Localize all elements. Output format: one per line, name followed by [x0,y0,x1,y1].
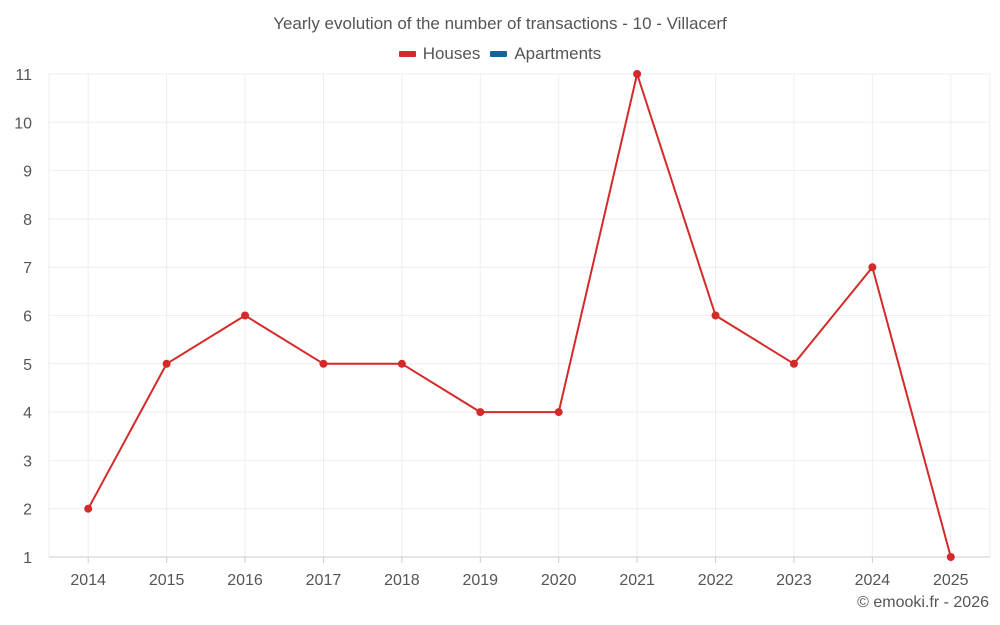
data-point-houses-2015[interactable] [162,359,171,368]
y-tick-label: 8 [23,212,32,229]
x-tick-label: 2021 [619,572,655,589]
legend-swatch-apartments [490,51,508,57]
data-point-houses-2025[interactable] [946,553,955,561]
x-tick-label: 2023 [776,572,812,589]
y-tick-label: 10 [14,115,32,132]
legend-label-apartments: Apartments [514,44,602,63]
data-point-houses-2018[interactable] [397,359,406,368]
data-point-houses-2019[interactable] [476,408,485,417]
y-tick-label: 11 [15,67,32,84]
data-point-houses-2023[interactable] [789,359,798,368]
legend-label-houses: Houses [422,44,481,63]
y-tick-label: 5 [23,357,32,374]
y-tick-label: 1 [23,550,32,567]
legend: Houses Apartments [0,44,1000,64]
y-tick-label: 7 [23,260,32,277]
x-tick-label: 2017 [306,572,342,589]
y-tick-label: 2 [23,502,32,519]
x-tick-label: 2018 [384,572,420,589]
data-point-houses-2024[interactable] [868,263,877,272]
x-tick-label: 2015 [149,572,185,589]
series-line-houses [87,73,952,558]
x-tick-label: 2019 [462,572,498,589]
data-point-houses-2014[interactable] [84,504,93,513]
data-point-houses-2016[interactable] [241,311,250,320]
legend-item-apartments[interactable]: Apartments [490,44,601,64]
data-point-houses-2021[interactable] [633,70,642,78]
x-tick-label: 2024 [855,572,891,589]
x-tick-label: 2020 [541,572,577,589]
credit-text: © emooki.fr - 2026 [857,594,989,611]
x-tick-label: 2016 [227,572,263,589]
legend-swatch-houses [398,51,416,57]
x-tick-label: 2025 [933,572,969,589]
y-tick-label: 6 [23,309,32,326]
data-point-houses-2017[interactable] [319,359,328,368]
y-tick-label: 3 [23,453,32,470]
data-point-houses-2020[interactable] [554,408,563,417]
chart-title: Yearly evolution of the number of transa… [273,14,727,33]
x-tick-label: 2014 [70,572,106,589]
data-point-houses-2022[interactable] [711,311,720,320]
y-tick-label: 9 [23,164,32,181]
legend-item-houses[interactable]: Houses [398,44,481,64]
x-tick-label: 2022 [698,572,734,589]
y-tick-label: 4 [23,405,32,422]
